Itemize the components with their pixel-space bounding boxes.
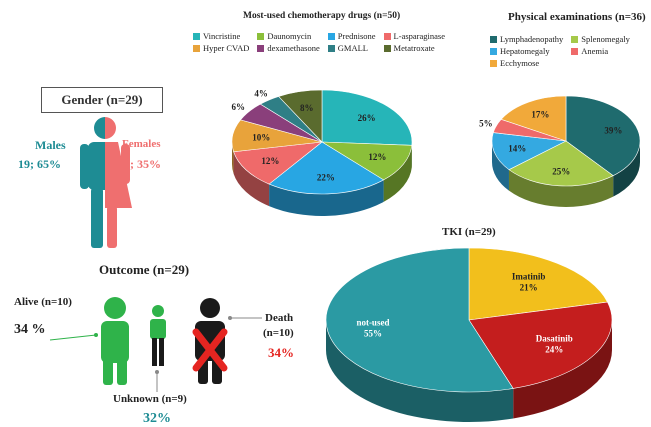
- death-person-icon: [193, 298, 227, 384]
- unknown-person-icon: [148, 305, 168, 367]
- alive-person-icon: [97, 297, 133, 385]
